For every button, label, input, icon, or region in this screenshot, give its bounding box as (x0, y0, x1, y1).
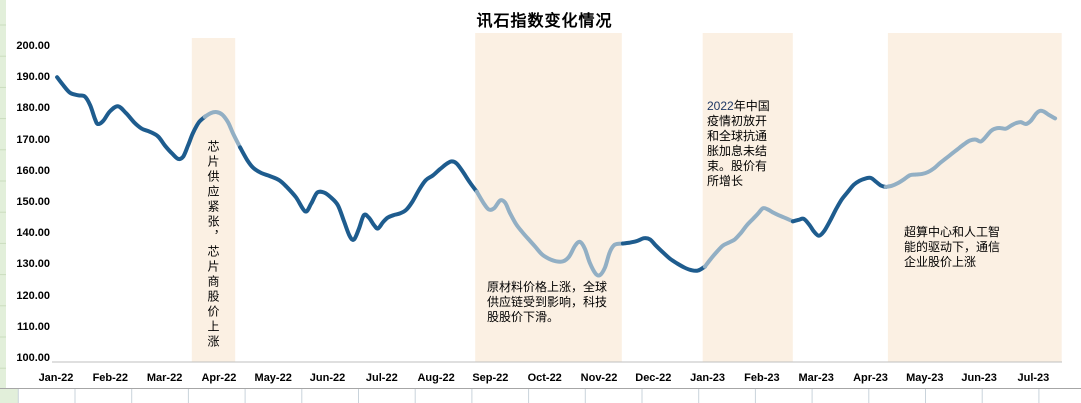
highlight-band (702, 33, 793, 362)
x-tick-label: Mar-22 (146, 372, 183, 384)
index-line-segment (202, 110, 243, 150)
x-tick-label: Nov-22 (580, 372, 618, 384)
annotation-text: 超算中心和人工智能的驱动下，通信企业股价上涨 (904, 225, 1006, 270)
y-tick-label: 140.00 (16, 227, 50, 240)
x-tick-label: Jan-22 (38, 372, 74, 384)
y-tick-label: 180.00 (16, 102, 50, 115)
annotation-text: 芯片供应紧张，芯片商股价上涨 (206, 140, 220, 362)
index-line-segment (620, 236, 707, 273)
x-tick-label: Jul-23 (1017, 372, 1050, 384)
index-line-segment (55, 75, 207, 162)
x-tick-label: May-22 (254, 372, 292, 384)
y-tick-label: 120.00 (16, 289, 50, 302)
chart-title: 讯石指数变化情况 (476, 13, 613, 30)
annotation-text: 原材料价格上涨，全球供应链受到影响，科技股股价下滑。 (487, 280, 617, 325)
highlight-band (191, 38, 236, 362)
y-tick-label: 110.00 (16, 320, 50, 333)
index-line-segment (883, 108, 1058, 189)
y-tick-label: 130.00 (16, 258, 50, 271)
y-tick-label: 160.00 (16, 164, 50, 177)
x-tick-label: Jul-22 (365, 372, 398, 384)
x-tick-label: Jun-22 (309, 372, 346, 384)
highlight-band (475, 33, 622, 362)
index-line-segment (790, 175, 888, 238)
annotation-text: 2022年中国疫情初放开和全球抗通胀加息未结束。股价有所增长 (707, 99, 773, 189)
x-tick-label: Sep-22 (472, 372, 509, 384)
excel-left-column (0, 0, 6, 389)
x-tick-label: Oct-22 (527, 372, 562, 384)
annotation-run: 原材料价格上涨，全球供应链受到影响，科技股股价下滑。 (487, 280, 608, 324)
y-tick-label: 200.00 (16, 40, 50, 52)
excel-green-cell (0, 389, 18, 403)
x-tick-label: Dec-22 (635, 372, 672, 384)
y-tick-label: 150.00 (16, 196, 50, 208)
index-line-segment (238, 145, 479, 242)
y-tick-label: 100.00 (16, 352, 50, 364)
highlight-band (887, 33, 1062, 362)
x-tick-label: Feb-22 (92, 372, 129, 384)
x-tick-label: Feb-23 (744, 372, 780, 384)
annotation-run: 年中国疫情初放开和全球抗通胀加息未结束。股价有所增长 (707, 99, 770, 188)
annotation-run: 芯片供应紧张，芯片商股价上涨 (206, 140, 220, 350)
y-tick-label: 170.00 (16, 133, 50, 146)
x-tick-label: May-23 (906, 372, 944, 384)
annotation-run: 超算中心和人工智能的驱动下，通信企业股价上涨 (904, 225, 1001, 269)
x-tick-label: Aug-22 (417, 372, 455, 384)
x-tick-label: Apr-23 (853, 372, 888, 384)
index-line-segment (702, 206, 795, 269)
annotation-run: 2022 (707, 99, 734, 113)
y-tick-label: 190.00 (16, 71, 50, 84)
index-line-segment (474, 189, 625, 278)
x-tick-label: Apr-22 (201, 372, 237, 384)
x-tick-label: Jun-23 (961, 372, 997, 384)
x-tick-label: Mar-23 (798, 372, 834, 384)
x-tick-label: Jan-23 (690, 372, 726, 384)
